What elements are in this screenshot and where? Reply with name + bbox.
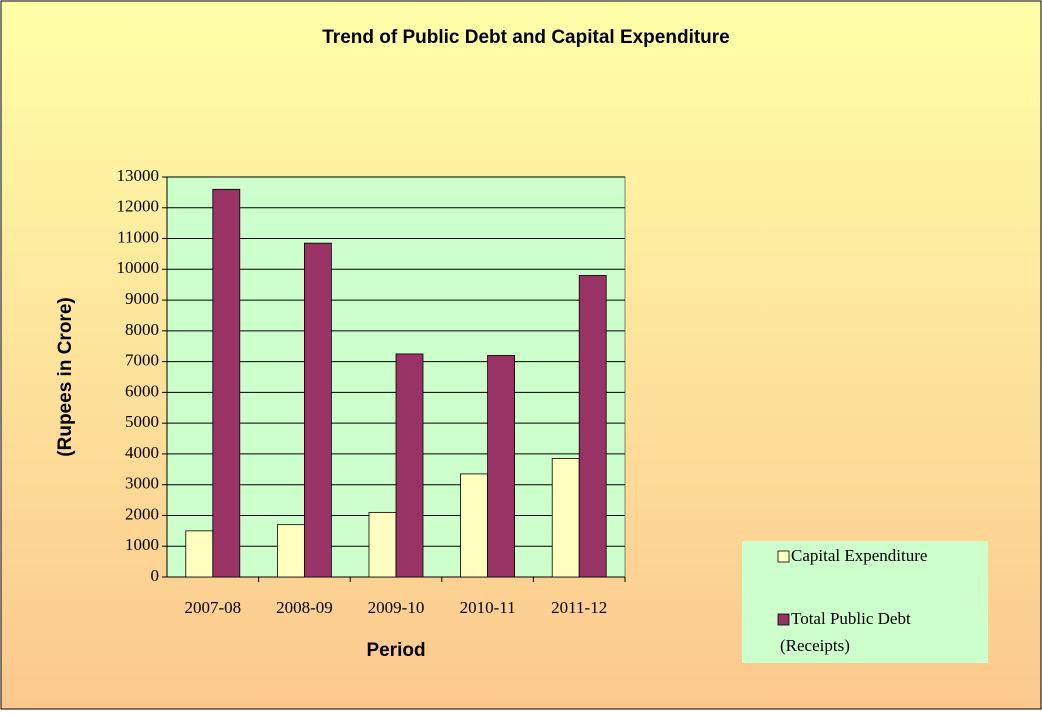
bar [212,188,241,578]
y-tick-label: 13000 [117,166,160,185]
y-tick-label: 7000 [125,351,159,370]
bar [185,530,214,578]
x-tick-label: 2007-08 [184,598,241,617]
bar [276,524,305,578]
legend-swatch [777,550,790,563]
bar [368,511,397,578]
bar [460,473,489,578]
legend-label: Total Public Debt (Receipts) [780,609,911,655]
x-tick-label: 2008-09 [276,598,333,617]
y-tick-label: 10000 [117,258,160,277]
x-tick-label: 2009-10 [368,598,425,617]
bar [303,242,332,578]
legend-swatch [777,613,790,626]
x-tick-label: 2010-11 [460,598,516,617]
x-axis-title: Period [366,640,425,661]
y-tick-label: 11000 [117,227,159,246]
x-tick-label: 2011-12 [551,598,607,617]
y-tick-label: 5000 [125,412,159,431]
y-tick-label: 0 [151,566,160,585]
bar [395,353,424,578]
y-tick-label: 4000 [125,443,159,462]
chart-title: Trend of Public Debt and Capital Expendi… [322,27,730,48]
y-tick-label: 12000 [117,197,160,216]
bar [551,458,580,578]
bar [578,275,607,578]
y-axis-title: (Rupees in Crore) [55,297,76,456]
bar [487,355,516,578]
y-tick-label: 6000 [125,381,159,400]
y-tick-label: 1000 [125,535,159,554]
legend-label: Capital Expenditure [791,546,927,565]
y-tick-label: 8000 [125,320,159,339]
y-tick-label: 2000 [125,504,159,523]
y-tick-label: 3000 [125,474,159,493]
y-tick-label: 9000 [125,289,159,308]
